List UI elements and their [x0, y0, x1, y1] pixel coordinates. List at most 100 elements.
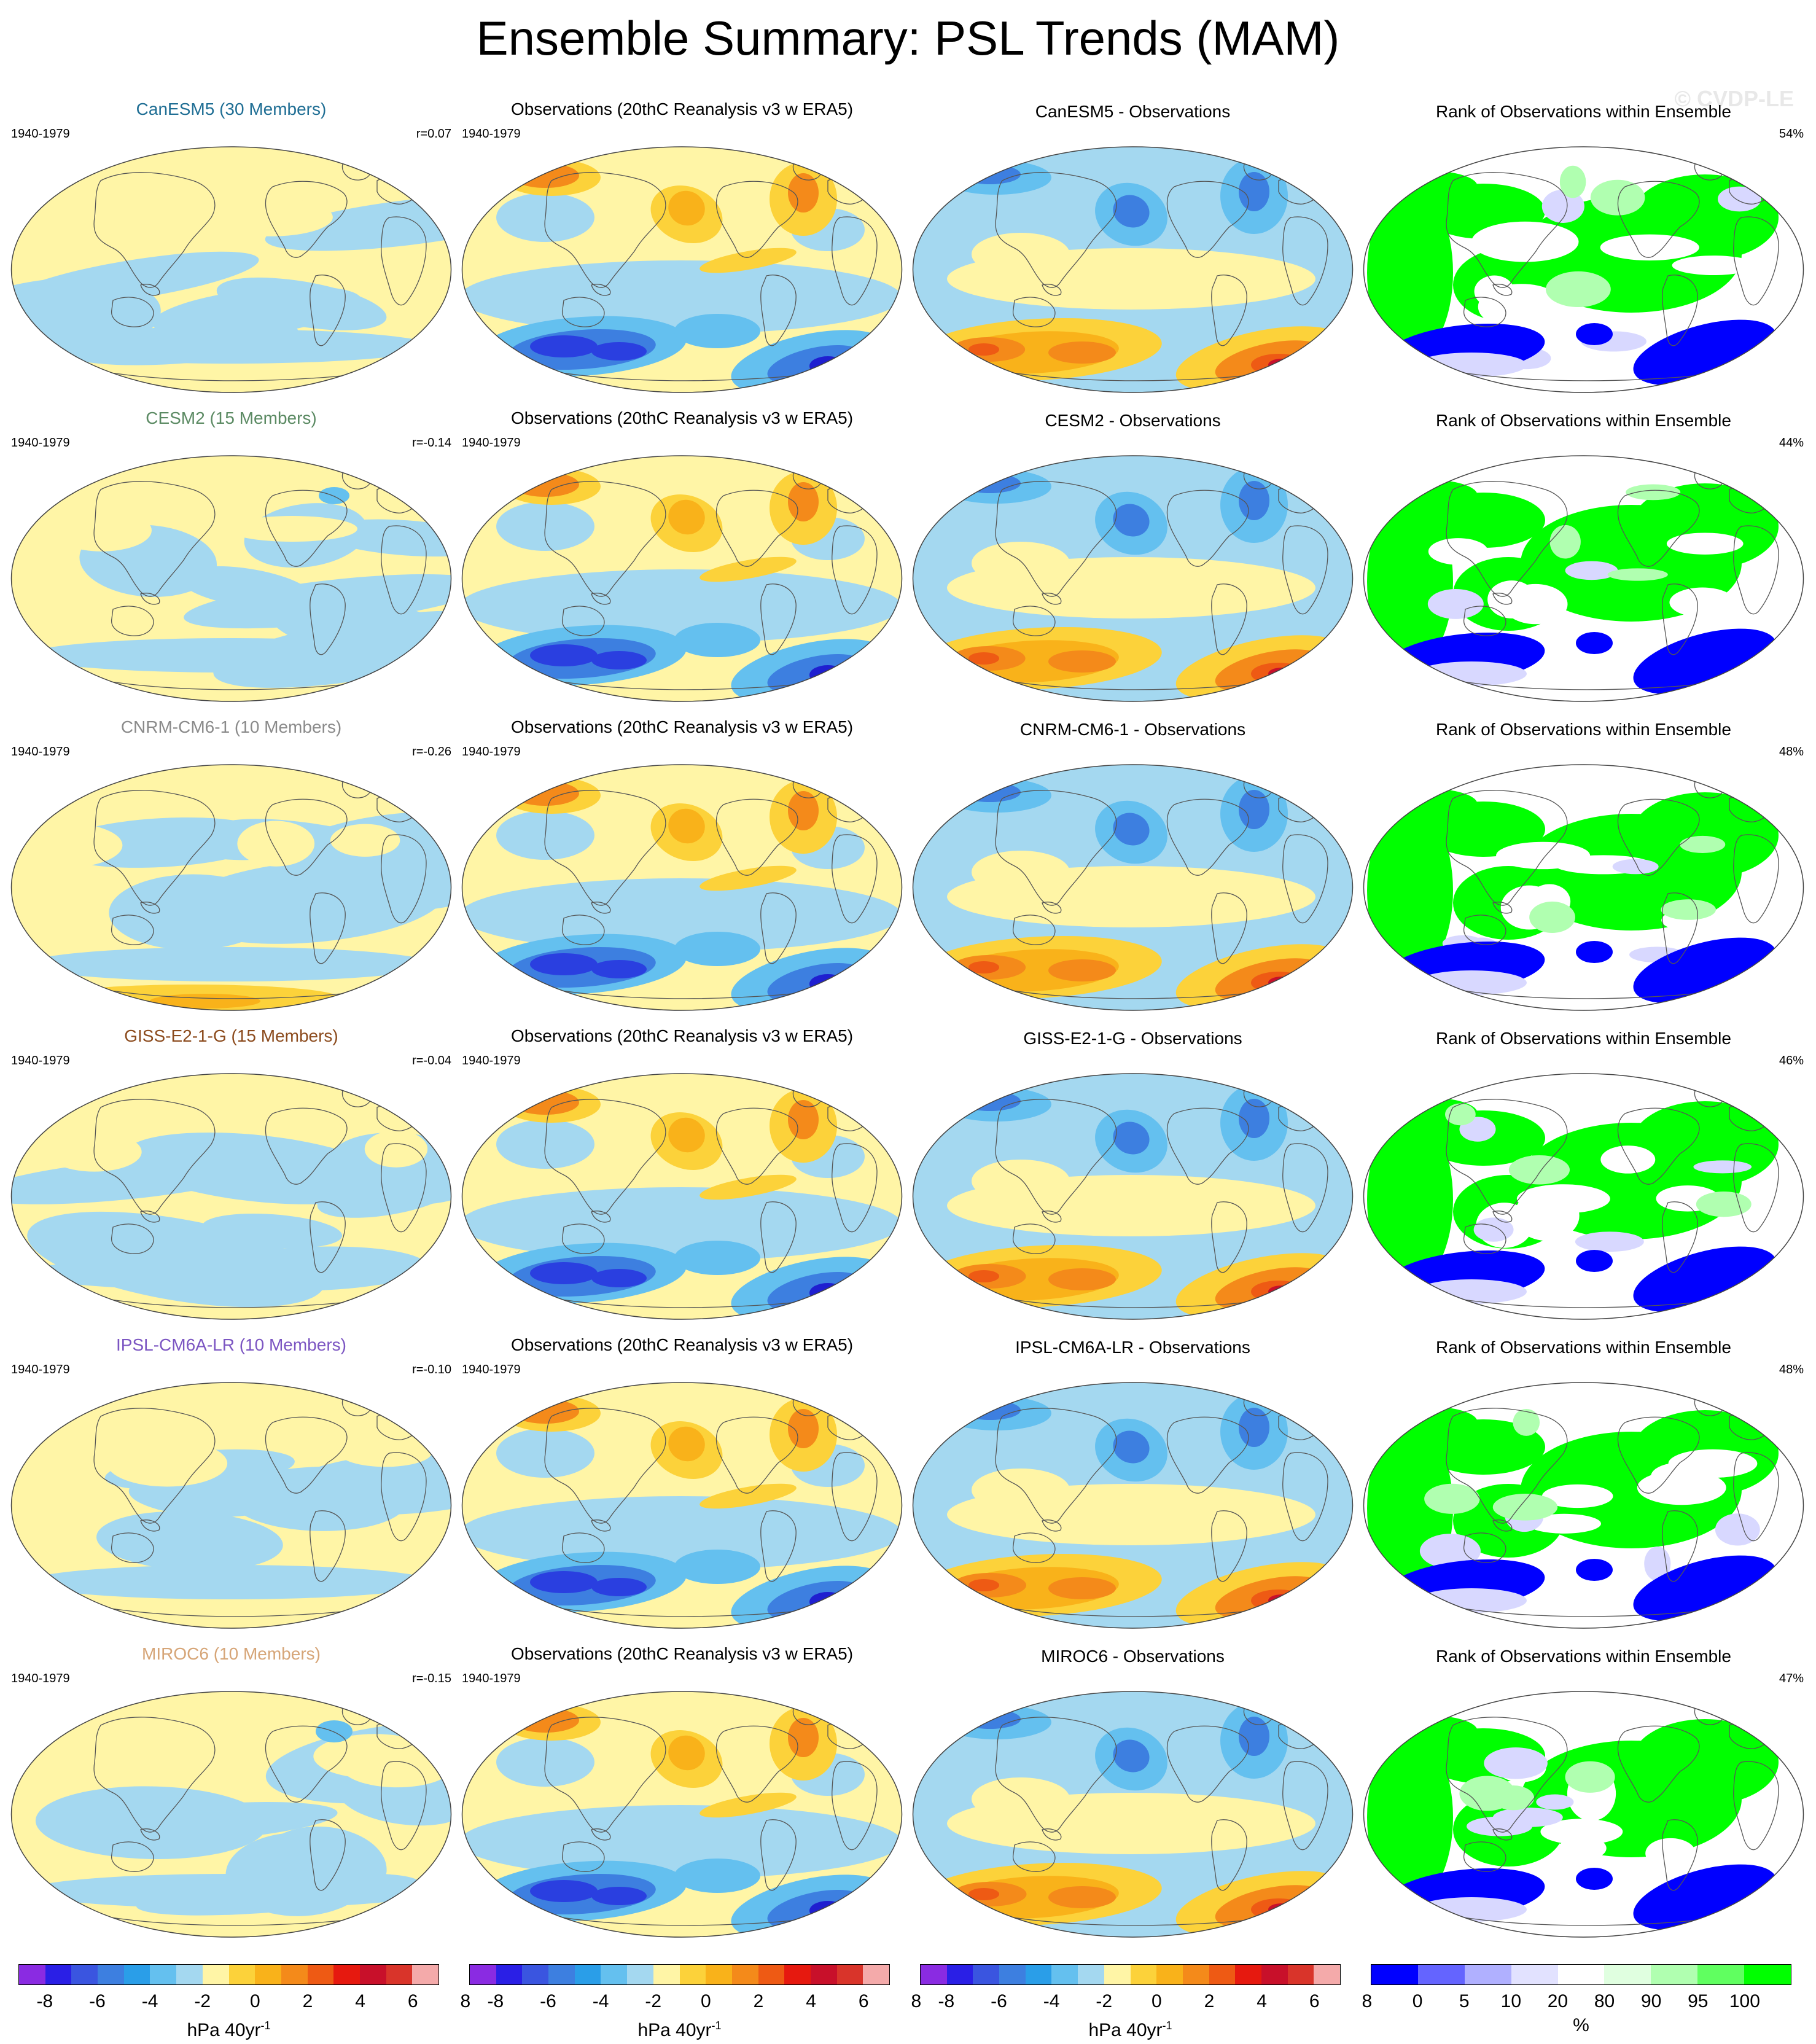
pattern-correlation-label: r=0.07 — [416, 127, 451, 141]
coastline — [715, 490, 798, 567]
panel-title: CNRM-CM6-1 (10 Members) — [120, 717, 342, 736]
coastline — [1211, 275, 1247, 346]
coastline — [310, 892, 346, 964]
colorbar-tick-label: -6 — [540, 1991, 556, 2011]
field-contour — [1048, 1577, 1116, 1599]
coastline — [591, 593, 611, 605]
coastline — [1446, 1717, 1568, 1833]
period-label: 1940-1979 — [11, 127, 70, 141]
period-label: 1940-1979 — [462, 1672, 521, 1685]
model-minus-observations-panel: GISS-E2-1-G - Observations — [910, 1019, 1355, 1329]
field-contour — [674, 932, 760, 966]
field-contour — [364, 1130, 428, 1168]
field-contour — [1251, 1898, 1306, 1921]
field-contour — [512, 781, 579, 806]
coastline — [1463, 915, 1506, 945]
pattern-correlation-label: r=-0.10 — [412, 1363, 451, 1376]
colorbar-swatch — [307, 1965, 334, 1984]
rank-field — [1536, 1794, 1574, 1810]
coastline — [1013, 1223, 1056, 1254]
field-contour — [339, 1438, 432, 1467]
colorbar-swatch — [150, 1965, 177, 1984]
rank-field — [1428, 538, 1488, 565]
panel-title: Observations (20thC Reanalysis v3 w ERA5… — [510, 717, 854, 736]
rank-field — [1416, 661, 1527, 686]
coastline — [760, 583, 797, 655]
colorbar-unit-text: hPa 40yr — [1088, 2020, 1163, 2040]
field-contour — [530, 1262, 598, 1284]
colorbar-swatch — [98, 1965, 124, 1984]
map-border — [10, 146, 452, 393]
coastline — [1211, 892, 1247, 964]
field-contour — [700, 1483, 797, 1509]
colorbar-swatch — [1051, 1965, 1078, 1984]
coastline — [381, 1452, 427, 1542]
colorbar-swatch — [386, 1965, 413, 1984]
coastline — [1617, 1725, 1700, 1803]
coastline — [832, 216, 878, 306]
model-trend-panel: GISS-E2-1-G (15 Members) 1940-1979 r=-0.04 — [9, 1019, 454, 1329]
colorbar-swatch — [71, 1965, 98, 1984]
colorbar-tick-label: -6 — [89, 1991, 106, 2011]
field-contour — [1113, 1739, 1150, 1773]
colorbar-rank: 0 5 10 20 80 90 95 100% — [1361, 1964, 1806, 2038]
field-contour — [1048, 341, 1116, 364]
robinson-map — [1363, 764, 1804, 1011]
pattern-correlation-label: r=-0.14 — [412, 436, 451, 450]
coastline — [1013, 606, 1056, 636]
rank-field — [1576, 1868, 1613, 1890]
colorbar-tick-label: 8 — [460, 1991, 471, 2011]
panel-title: IPSL-CM6A-LR (10 Members) — [116, 1335, 346, 1354]
coastline — [591, 1519, 611, 1532]
panel-title: CNRM-CM6-1 - Observations — [1019, 720, 1246, 739]
colorbar-unit-text: hPa 40yr — [637, 2020, 712, 2040]
period-label: 1940-1979 — [11, 1672, 70, 1685]
colorbar-swatch — [1464, 1965, 1511, 1984]
model-trend-panel: CanESM5 (30 Members) 1940-1979 r=0.07 — [9, 92, 454, 402]
coastline — [1662, 275, 1698, 346]
coastline — [1662, 1510, 1698, 1582]
rank-field — [1666, 532, 1744, 555]
coastline — [1446, 172, 1568, 288]
model-minus-observations-panel: MIROC6 - Observations — [910, 1637, 1355, 1947]
field-contour — [972, 1777, 1070, 1820]
observations-trend-panel: Observations (20thC Reanalysis v3 w ERA5… — [459, 710, 905, 1020]
colorbar-swatch — [470, 1965, 496, 1984]
colorbar-swatch — [202, 1965, 229, 1984]
model-minus-observations-panel: IPSL-CM6A-LR - Observations — [910, 1328, 1355, 1638]
colorbar-swatches — [469, 1964, 890, 1985]
colorbar-swatch — [1314, 1965, 1340, 1984]
coastline — [140, 902, 160, 914]
colorbar-swatch — [731, 1965, 758, 1984]
coastline — [1166, 1416, 1249, 1494]
field-contour — [210, 1711, 270, 1741]
coastline — [1492, 1211, 1513, 1223]
coastline — [1446, 1099, 1568, 1215]
coastline — [1013, 1841, 1056, 1872]
colorbar-swatch — [1104, 1965, 1131, 1984]
coastline — [140, 1519, 160, 1532]
field-contour — [968, 961, 999, 973]
coastline — [1042, 1211, 1062, 1223]
colorbar-tick-label: 8 — [1362, 1991, 1373, 2011]
colorbar-swatch — [574, 1965, 601, 1984]
map-border — [912, 1382, 1354, 1629]
panel-title: Observations (20thC Reanalysis v3 w ERA5… — [510, 1026, 854, 1045]
map-border — [461, 764, 903, 1011]
field-contour — [700, 556, 797, 582]
field-contour — [1239, 172, 1269, 211]
colorbar-swatch — [1511, 1965, 1558, 1984]
map-border — [1363, 1691, 1804, 1938]
coastline — [93, 1408, 216, 1524]
field-contour — [968, 1270, 999, 1282]
field-contour — [1048, 1886, 1116, 1908]
coastline — [591, 1211, 611, 1223]
field-contour — [150, 994, 260, 1008]
robinson-map — [912, 1073, 1354, 1320]
field-contour — [700, 248, 797, 273]
robinson-map — [1363, 1691, 1804, 1938]
colorbar-tick-label: -4 — [141, 1991, 158, 2011]
panel-title: Rank of Observations within Ensemble — [1436, 102, 1731, 121]
field-contour — [313, 1734, 436, 1779]
field-contour — [668, 190, 705, 226]
